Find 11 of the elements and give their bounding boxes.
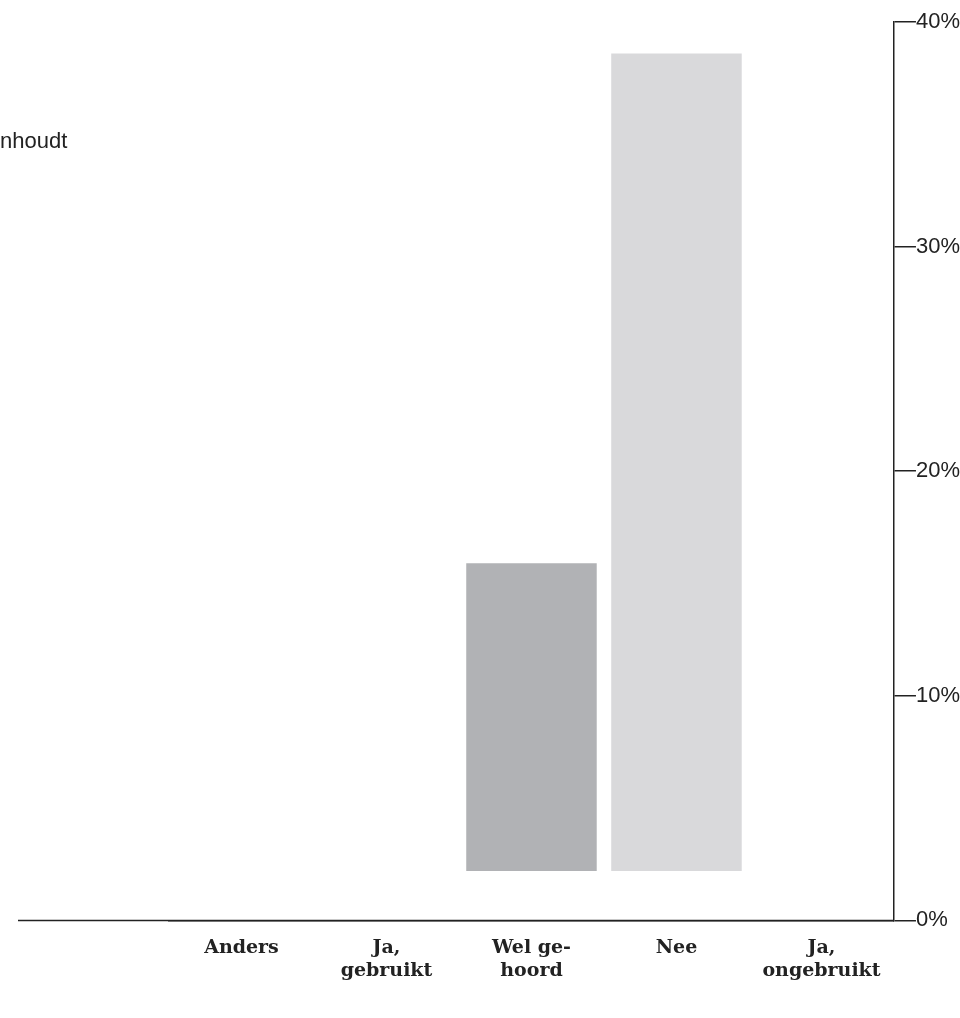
x-tick-label: Ja, gebruikt <box>340 934 433 980</box>
text: nhoudt <box>0 128 68 154</box>
x-tick-label: Anders <box>203 934 279 957</box>
y-tick-label: 10% <box>915 681 960 707</box>
y-tick-label: 0% <box>915 906 948 932</box>
x-tick-label: Wel ge- hoord <box>491 934 571 980</box>
y-tick-label: 20% <box>915 457 960 483</box>
y-tick-label: 30% <box>915 232 960 258</box>
x-tick-label: Nee <box>655 934 698 957</box>
y-tick-label: 40% <box>915 8 960 34</box>
x-tick-label: Ja, ongebruikt <box>762 934 881 980</box>
